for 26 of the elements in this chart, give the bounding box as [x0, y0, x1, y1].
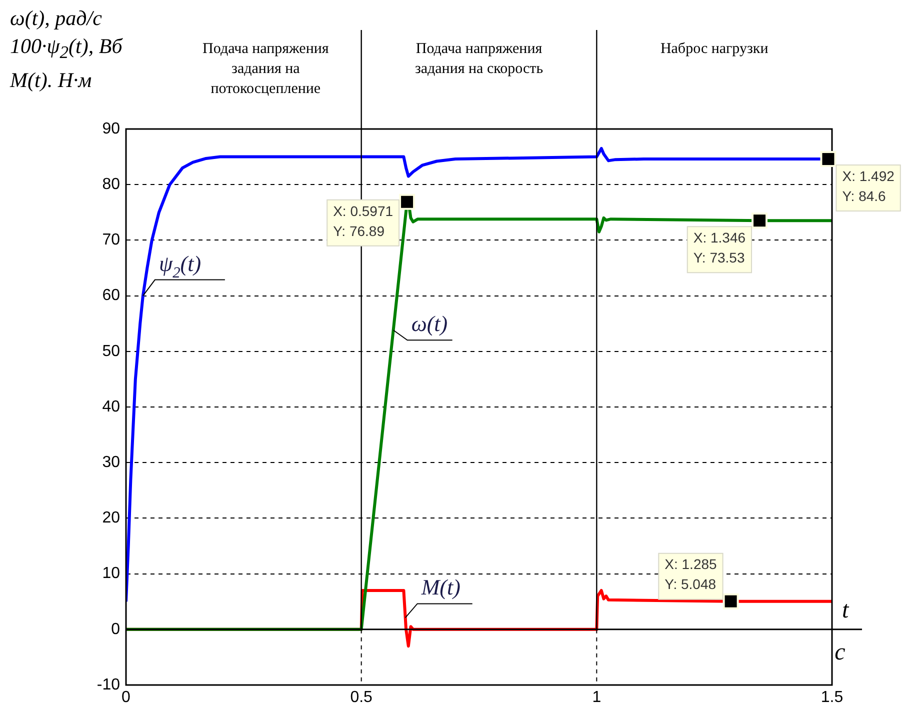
annotation: X: 1.285 Y: 5.048 [664, 556, 718, 592]
text: Наброс нагрузки [660, 41, 768, 57]
y-tick-label: -10 [96, 676, 120, 694]
text: Подача напряжения задания на скорость [414, 41, 544, 77]
annotation: X: 1.492 Y: 84.6 [842, 168, 895, 204]
y-tick-label: 0 [111, 620, 120, 638]
series-label: ω(t) [411, 311, 448, 336]
y-tick-label: 80 [102, 176, 120, 194]
text: Подача напряжения задания на потокосцепление [202, 41, 329, 97]
x-tick-label: 0.5 [350, 689, 373, 706]
series-label: M(t) [420, 574, 460, 600]
y-tick-label: 90 [102, 120, 120, 138]
y-axis-title: ω(t), рад/с 100·ψ$_{2}$(t), Вб M(t). Н·м [10, 5, 122, 94]
x-tick-label: 1.5 [820, 689, 844, 706]
y-tick-label: 20 [102, 510, 120, 527]
y-tick-label: 30 [102, 454, 120, 472]
text: c [834, 639, 846, 666]
annotation: X: 0.5971 Y: 76.89 [333, 202, 394, 239]
annotation: X: 1.346 Y: 73.53 [693, 229, 746, 266]
y-tick-label: 10 [102, 565, 120, 582]
y-tick-label: 60 [102, 287, 120, 304]
y-tick-label: 50 [102, 342, 120, 360]
x-tick-label: 1 [592, 689, 602, 706]
y-tick-label: 40 [102, 398, 120, 416]
y-tick-label: 70 [102, 232, 120, 249]
x-axis-title: t [842, 597, 850, 624]
